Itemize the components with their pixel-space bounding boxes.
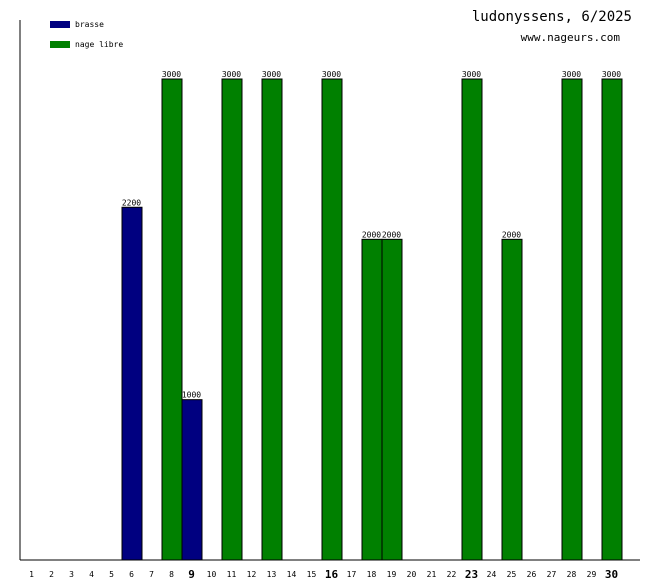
data-label-nage-libre-day-8: 3000	[162, 70, 181, 79]
x-tick-label-7: 7	[149, 570, 154, 579]
data-label-nage-libre-day-30: 3000	[602, 70, 621, 79]
x-tick-label-18: 18	[367, 570, 377, 579]
x-tick-label-8: 8	[169, 570, 174, 579]
legend-label-nage-libre: nage libre	[75, 39, 124, 49]
bar-brasse-day-9	[181, 399, 203, 561]
data-label-nage-libre-day-28: 3000	[562, 70, 581, 79]
x-tick-label-6: 6	[129, 570, 134, 579]
x-tick-label-10: 10	[207, 570, 217, 579]
legend-item-brasse: brasse	[50, 14, 123, 34]
x-tick-label-11: 11	[227, 570, 237, 579]
x-tick-label-30: 30	[605, 568, 618, 580]
bar-nage-libre-day-11	[221, 78, 243, 561]
data-label-nage-libre-day-11: 3000	[222, 70, 241, 79]
x-tick-label-24: 24	[487, 570, 497, 579]
x-tick-label-5: 5	[109, 570, 114, 579]
bar-nage-libre-day-28	[561, 78, 583, 561]
x-tick-label-22: 22	[447, 570, 457, 579]
chart-title: ludonyssens, 6/2025	[471, 9, 632, 25]
x-tick-label-29: 29	[587, 570, 597, 579]
x-tick-label-3: 3	[69, 570, 74, 579]
bar-nage-libre-day-23	[461, 78, 483, 561]
x-tick-label-25: 25	[507, 570, 517, 579]
data-label-brasse-day-6: 2200	[122, 198, 141, 207]
bar-nage-libre-day-16	[321, 78, 343, 561]
x-tick-label-12: 12	[247, 570, 257, 579]
x-tick-label-20: 20	[407, 570, 417, 579]
data-label-nage-libre-day-25: 2000	[502, 230, 521, 239]
data-label-brasse-day-9: 1000	[182, 391, 201, 400]
legend-item-nage-libre: nage libre	[50, 34, 123, 54]
bar-nage-libre-day-25	[501, 238, 523, 561]
legend-label-brasse: brasse	[75, 19, 104, 29]
x-tick-label-2: 2	[49, 570, 54, 579]
bar-nage-libre-day-18	[361, 238, 383, 561]
x-tick-label-14: 14	[287, 570, 297, 579]
chart-subtitle: www.nageurs.com	[520, 31, 620, 44]
legend: brasse nage libre	[50, 14, 123, 54]
data-label-nage-libre-day-23: 3000	[462, 70, 481, 79]
x-tick-label-27: 27	[547, 570, 557, 579]
x-tick-label-19: 19	[387, 570, 397, 579]
x-tick-label-15: 15	[307, 570, 317, 579]
bar-nage-libre-day-8	[161, 78, 183, 561]
x-tick-label-16: 16	[325, 568, 339, 580]
x-tick-label-28: 28	[567, 570, 577, 579]
x-tick-label-21: 21	[427, 570, 437, 579]
bar-nage-libre-day-30	[601, 78, 623, 561]
x-tick-label-23: 23	[465, 568, 478, 580]
x-tick-label-1: 1	[29, 570, 34, 579]
data-label-nage-libre-day-16: 3000	[322, 70, 341, 79]
legend-swatch-nage-libre	[50, 40, 70, 48]
bar-brasse-day-6	[121, 206, 143, 561]
legend-swatch-brasse	[50, 20, 70, 28]
x-tick-label-17: 17	[347, 570, 357, 579]
bar-nage-libre-day-19	[381, 238, 403, 561]
data-label-nage-libre-day-13: 3000	[262, 70, 281, 79]
bar-nage-libre-day-13	[261, 78, 283, 561]
data-label-nage-libre-day-18: 2000	[362, 230, 381, 239]
x-tick-label-4: 4	[89, 570, 94, 579]
x-tick-label-26: 26	[527, 570, 537, 579]
x-tick-label-13: 13	[267, 570, 277, 579]
x-tick-label-9: 9	[188, 568, 195, 580]
data-label-nage-libre-day-19: 2000	[382, 230, 401, 239]
